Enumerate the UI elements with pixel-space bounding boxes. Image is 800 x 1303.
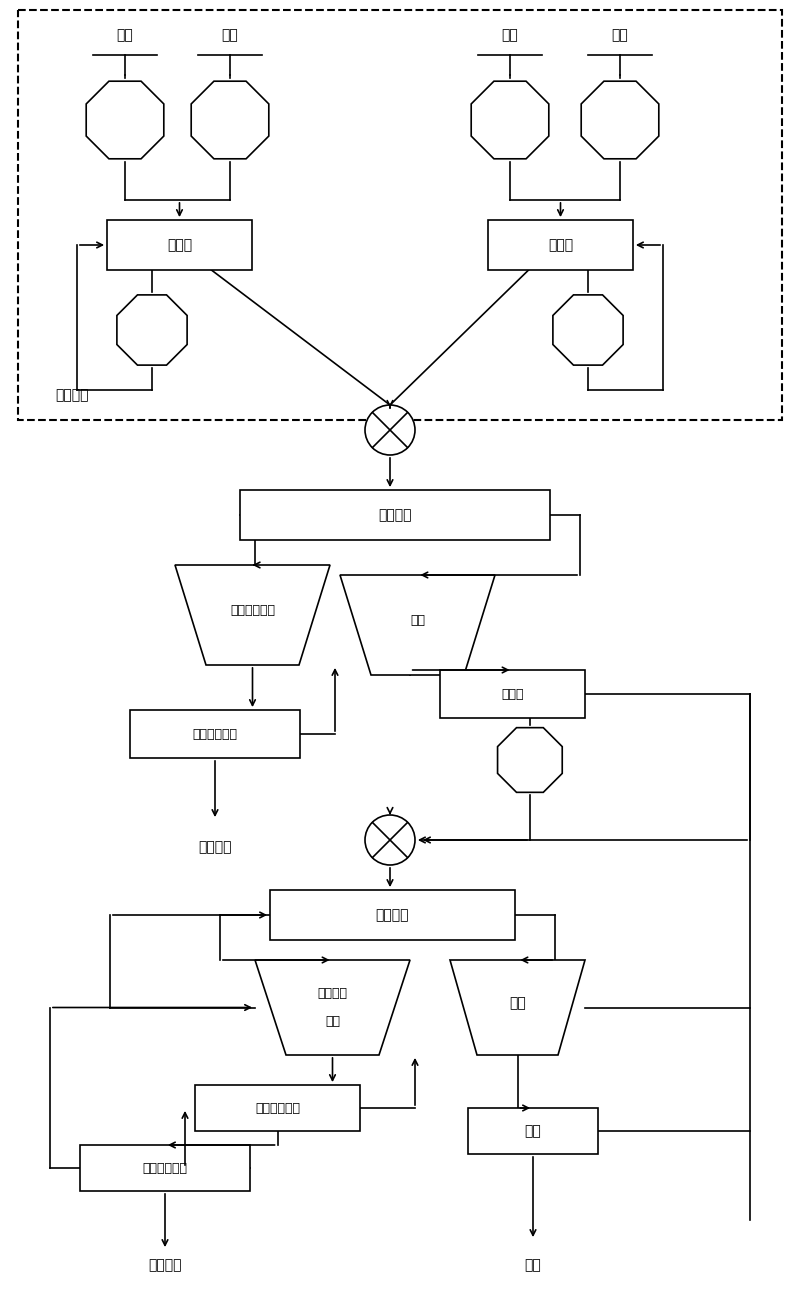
Bar bbox=[240, 490, 550, 539]
Bar bbox=[80, 1145, 250, 1191]
Text: 原矿: 原矿 bbox=[612, 27, 628, 42]
Polygon shape bbox=[450, 960, 585, 1055]
Circle shape bbox=[365, 814, 415, 865]
Polygon shape bbox=[471, 81, 549, 159]
Text: 原矿: 原矿 bbox=[117, 27, 134, 42]
Text: 精扫: 精扫 bbox=[410, 614, 425, 627]
Polygon shape bbox=[175, 566, 330, 665]
Text: 旋流器: 旋流器 bbox=[167, 238, 192, 251]
Text: 原矿: 原矿 bbox=[222, 27, 238, 42]
Text: 尾矿: 尾矿 bbox=[525, 1257, 542, 1272]
Text: 一段粗选: 一段粗选 bbox=[378, 508, 412, 523]
Polygon shape bbox=[340, 575, 495, 675]
Bar bbox=[107, 220, 252, 270]
Text: 原矿: 原矿 bbox=[502, 27, 518, 42]
Text: 二段精矿: 二段精矿 bbox=[148, 1257, 182, 1272]
Text: 一段二次精选: 一段二次精选 bbox=[193, 727, 238, 740]
Text: 二段一次: 二段一次 bbox=[318, 986, 347, 999]
Bar bbox=[18, 10, 782, 420]
Text: 一扫: 一扫 bbox=[509, 995, 526, 1010]
Text: 二段粗选: 二段粗选 bbox=[376, 908, 410, 923]
Text: 旋流器: 旋流器 bbox=[502, 688, 524, 701]
Text: 一段精矿: 一段精矿 bbox=[198, 840, 232, 853]
Polygon shape bbox=[581, 81, 659, 159]
Text: 二段二次精选: 二段二次精选 bbox=[255, 1101, 300, 1114]
Circle shape bbox=[365, 405, 415, 455]
Text: 二扫: 二扫 bbox=[525, 1124, 542, 1138]
Bar bbox=[488, 220, 633, 270]
Text: 二段三次精选: 二段三次精选 bbox=[142, 1161, 187, 1174]
Polygon shape bbox=[117, 294, 187, 365]
Bar bbox=[130, 710, 300, 758]
Polygon shape bbox=[86, 81, 164, 159]
Bar bbox=[270, 890, 515, 939]
Polygon shape bbox=[553, 294, 623, 365]
Polygon shape bbox=[498, 727, 562, 792]
Text: 旋流器: 旋流器 bbox=[548, 238, 573, 251]
Text: 一段一次精选: 一段一次精选 bbox=[230, 603, 275, 616]
Bar bbox=[440, 670, 585, 718]
Bar bbox=[468, 1108, 598, 1154]
Text: 精选: 精选 bbox=[325, 1015, 340, 1028]
Polygon shape bbox=[191, 81, 269, 159]
Text: 一段磨矿: 一段磨矿 bbox=[55, 388, 89, 403]
Polygon shape bbox=[255, 960, 410, 1055]
Bar bbox=[195, 1085, 360, 1131]
